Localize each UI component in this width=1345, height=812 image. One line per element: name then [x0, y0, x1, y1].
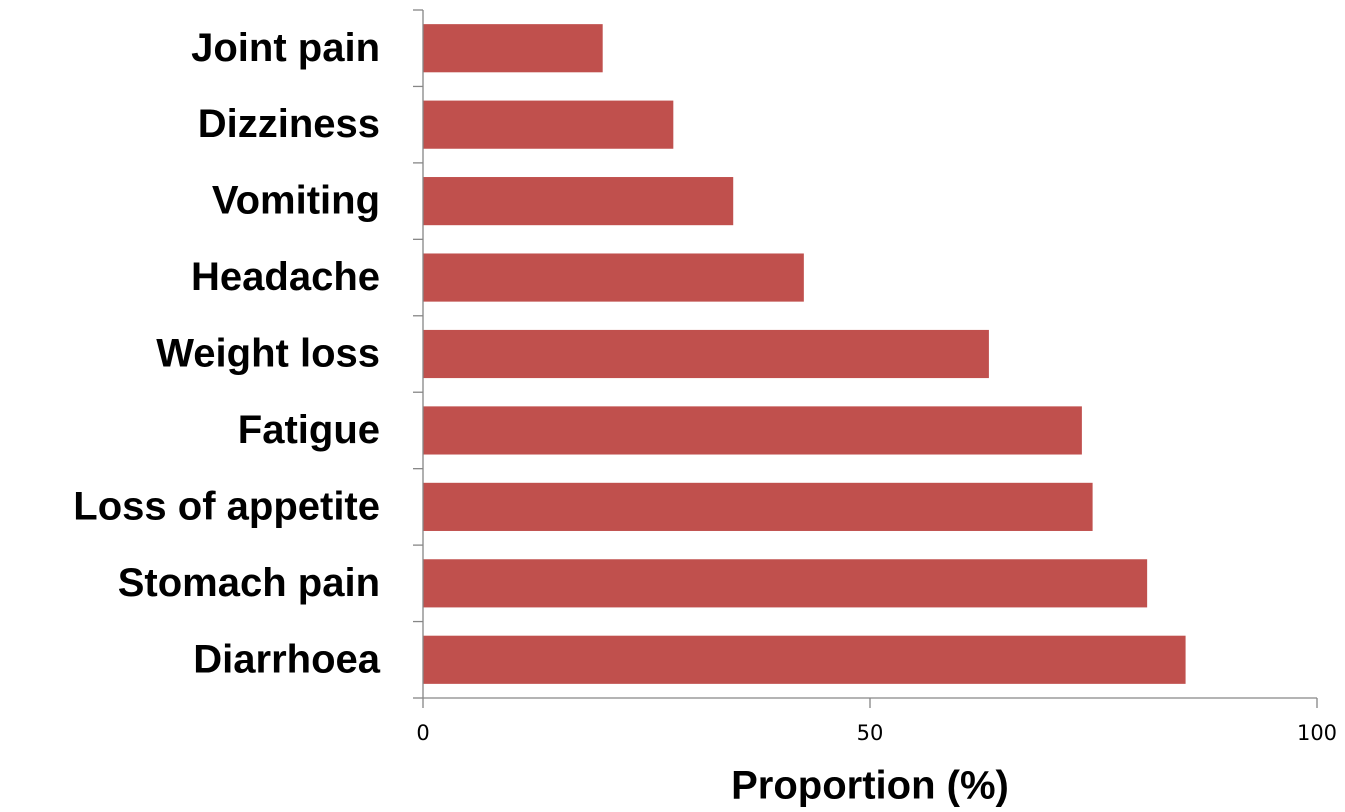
bar: [423, 559, 1148, 608]
x-tick-label: 100: [1297, 721, 1337, 745]
y-tick-label: Vomiting: [212, 179, 380, 223]
y-tick-label: Weight loss: [156, 332, 380, 376]
bar: [423, 177, 734, 226]
y-tick-label: Diarrhoea: [193, 637, 380, 681]
y-tick-label: Loss of appetite: [73, 484, 380, 528]
y-tick-label: Fatigue: [238, 408, 380, 452]
bar: [423, 24, 603, 73]
x-tick-label: 50: [857, 721, 884, 745]
y-tick-label: Headache: [191, 255, 380, 299]
x-axis-title: Proportion (%): [731, 764, 1009, 808]
bar: [423, 635, 1186, 684]
y-tick-label: Stomach pain: [118, 561, 380, 605]
bar: [423, 329, 989, 379]
bar: [423, 100, 674, 149]
y-tick-label: Dizziness: [198, 102, 380, 146]
bar: [423, 406, 1082, 455]
x-tick-label: 0: [416, 721, 429, 745]
y-tick-label: Joint pain: [191, 26, 380, 70]
bar: [423, 482, 1093, 531]
bar: [423, 253, 804, 302]
